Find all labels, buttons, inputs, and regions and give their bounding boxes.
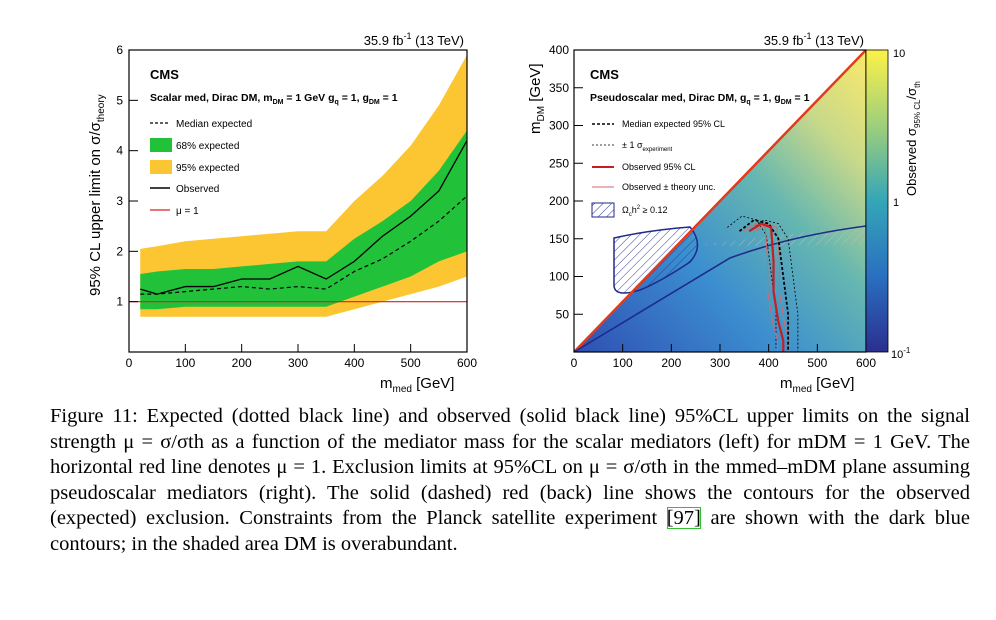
left-x-tick-label: 400 [344, 356, 364, 370]
observed-exclusion-contour [748, 222, 785, 352]
figure-11: 35.9 fb-1 (13 TeV) 0 100 200 300 400 500 600 1… [87, 31, 922, 395]
left-model-label: Scalar med, Dirac DM, mDM = 1 GeV gq = 1… [150, 92, 398, 106]
right-y-tick-label: 300 [549, 119, 569, 133]
rlegend-median-label: Median expected 95% CL [622, 119, 725, 129]
caption-label: Figure 11: [50, 405, 138, 427]
left-x-tick-label: 200 [232, 356, 252, 370]
left-y-axis-label: 95% CL upper limit on σ/σtheory [87, 94, 107, 296]
right-y-tick-label: 250 [549, 156, 569, 170]
left-legend: Median expected 68% expected 95% expecte… [150, 119, 252, 217]
z-tick-bottom: 10-1 [891, 346, 911, 361]
median-expected-line [140, 195, 468, 295]
left-y-tick-label: 5 [116, 93, 123, 107]
right-y-tick-label: 350 [549, 81, 569, 95]
z-tick-top: 10 [893, 48, 905, 60]
right-y-ticks: 50 100 150 200 250 300 350 400 [549, 43, 583, 321]
left-x-axis-label: mmed [GeV] [380, 375, 454, 395]
observed-theory-down [743, 223, 778, 352]
expected-plus-1sigma [748, 219, 799, 352]
rlegend-relic-label: Ωch2 ≥ 0.12 [622, 205, 668, 218]
right-y-tick-label: 400 [549, 43, 569, 57]
left-x-tick-label: 300 [288, 356, 308, 370]
right-plot: 35.9 fb-1 (13 TeV) 0 100 200 300 400 500 600 5… [527, 31, 922, 395]
rlegend-observed-label: Observed 95% CL [622, 162, 696, 172]
right-x-tick-label: 0 [571, 356, 578, 370]
left-limit-lines [129, 140, 468, 303]
left-y-tick-label: 6 [116, 43, 123, 57]
observed-line [140, 140, 468, 295]
left-y-tick-label: 2 [116, 244, 123, 258]
rlegend-theory-label: Observed ± theory unc. [622, 182, 716, 192]
rlegend-1sigma-label: ± 1 σexperiment [622, 140, 673, 153]
legend-95-swatch [150, 160, 172, 174]
right-lumi: 35.9 fb-1 (13 TeV) [764, 31, 864, 48]
right-x-tick-label: 500 [807, 356, 827, 370]
z-tick-mid: 1 [893, 197, 899, 209]
band-68-expected [140, 130, 467, 310]
left-x-ticks: 0 100 200 300 400 500 600 [126, 344, 477, 370]
z-axis-label: Observed σ95% CL/σth [904, 81, 922, 196]
color-bar [865, 49, 889, 353]
left-x-tick-label: 600 [457, 356, 477, 370]
planck-contour-upper [613, 226, 699, 294]
right-y-tick-label: 200 [549, 194, 569, 208]
caption-tail: are shown with the dark blue contours; i… [50, 507, 970, 555]
right-x-axis-label: mmed [GeV] [780, 375, 854, 395]
left-cms-label: CMS [150, 67, 179, 82]
left-x-tick-label: 100 [175, 356, 195, 370]
left-y-tick-label: 4 [116, 144, 123, 158]
legend-95-label: 95% expected [176, 163, 239, 174]
right-legend: Median expected 95% CL ± 1 σexperiment O… [591, 119, 725, 218]
diagonal-edge [574, 50, 866, 352]
left-x-tick-label: 0 [126, 356, 133, 370]
left-y-ticks: 1 2 3 4 5 6 [116, 43, 138, 309]
legend-mu1-label: μ = 1 [176, 206, 199, 217]
right-y-tick-label: 150 [549, 232, 569, 246]
left-plot: 35.9 fb-1 (13 TeV) 0 100 200 300 400 500 600 1… [87, 31, 477, 395]
right-exclusion-contours [727, 215, 799, 352]
right-x-tick-label: 200 [661, 356, 681, 370]
legend-median-label: Median expected [176, 119, 252, 130]
right-y-tick-label: 50 [556, 307, 570, 321]
citation-link[interactable]: [97] [666, 507, 701, 530]
left-y-tick-label: 1 [116, 295, 123, 309]
rlegend-relic-swatch [591, 202, 615, 218]
right-x-tick-label: 300 [710, 356, 730, 370]
right-model-label: Pseudoscalar med, Dirac DM, gq = 1, gDM … [590, 92, 810, 106]
right-y-axis-label: mDM [GeV] [527, 63, 547, 134]
right-x-tick-label: 600 [856, 356, 876, 370]
left-x-tick-label: 500 [401, 356, 421, 370]
caption-text: Expected (dotted black line) and observe… [50, 405, 971, 530]
planck-contour-lower [574, 225, 866, 352]
expected-minus-1sigma [727, 215, 777, 349]
right-cms-label: CMS [590, 67, 619, 82]
right-y-tick-label: 100 [549, 270, 569, 284]
legend-68-swatch [150, 138, 172, 152]
legend-68-label: 68% expected [176, 141, 239, 152]
legend-observed-label: Observed [176, 184, 219, 195]
expected-exclusion-contour [738, 218, 790, 352]
right-x-tick-label: 100 [613, 356, 633, 370]
left-y-tick-label: 3 [116, 194, 123, 208]
overabundant-hatch [700, 225, 866, 246]
left-limit-bands [140, 55, 467, 317]
right-x-tick-label: 400 [759, 356, 779, 370]
right-x-ticks: 0 100 200 300 400 500 600 [571, 344, 876, 370]
figure-caption: Figure 11: Expected (dotted black line) … [50, 404, 970, 558]
left-lumi: 35.9 fb-1 (13 TeV) [364, 31, 464, 48]
